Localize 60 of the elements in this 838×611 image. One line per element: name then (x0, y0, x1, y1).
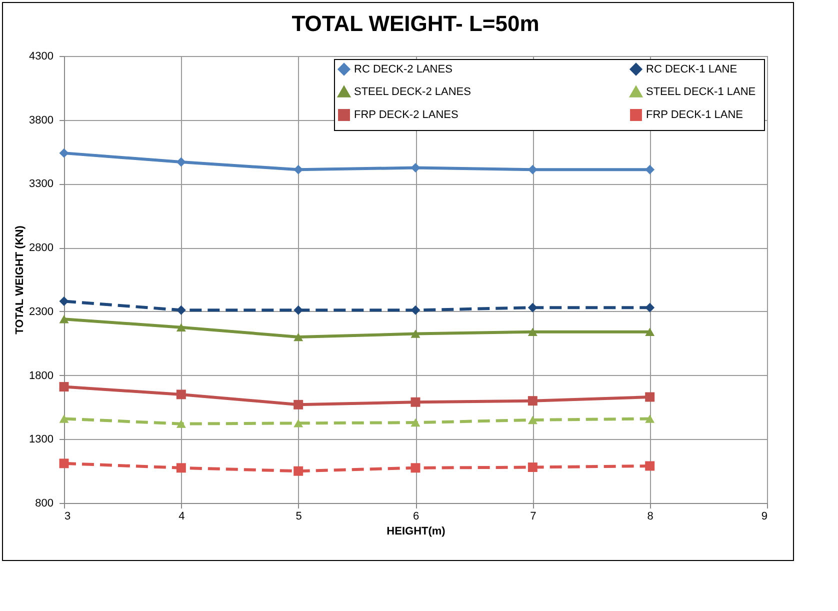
legend-label: STEEL DECK-2 LANES (354, 86, 471, 98)
point (410, 418, 420, 427)
point (176, 390, 186, 400)
point (59, 382, 69, 392)
point (645, 392, 655, 402)
point (294, 400, 304, 410)
point (294, 305, 304, 315)
point (59, 414, 69, 423)
point (645, 414, 655, 423)
point (294, 164, 304, 174)
x-tick-label: 5 (296, 510, 302, 522)
point (294, 419, 304, 428)
point (410, 397, 420, 407)
x-tick-label: 3 (64, 510, 71, 522)
legend-label: FRP DECK-2 LANES (354, 109, 458, 121)
y-tick-label: 1800 (29, 370, 54, 382)
point (645, 461, 655, 471)
legend-label: STEEL DECK-1 LANE (646, 86, 756, 98)
y-tick-label: 1300 (29, 434, 54, 446)
point (59, 314, 69, 324)
point (528, 462, 538, 472)
point (645, 328, 655, 336)
y-tick-label: 3800 (29, 114, 54, 126)
point (294, 466, 304, 476)
chart-title: TOTAL WEIGHT- L=50m (292, 11, 540, 36)
point (410, 163, 420, 172)
point (176, 463, 186, 473)
point (176, 420, 186, 428)
point (59, 458, 69, 468)
point (645, 164, 655, 174)
x-tick-label: 7 (530, 510, 536, 522)
y-tick-label: 4300 (29, 50, 54, 62)
legend-label: FRP DECK-1 LANE (646, 109, 743, 121)
point (645, 302, 655, 312)
y-tick-label: 2300 (29, 306, 54, 318)
point (410, 305, 420, 315)
point (528, 396, 538, 406)
y-tick-label: 800 (35, 498, 54, 510)
point (528, 328, 538, 336)
point (410, 330, 420, 338)
point (528, 164, 538, 174)
point (176, 157, 186, 167)
y-tick-label: 2800 (29, 242, 54, 254)
point (410, 463, 420, 473)
point (176, 305, 186, 315)
legend-label: RC DECK-2 LANES (354, 63, 452, 76)
point (294, 332, 304, 342)
legend-label: RC DECK-1 LANE (646, 63, 738, 76)
x-axis-title: HEIGHT(m) (386, 526, 446, 538)
point (176, 323, 186, 332)
x-tick-label: 4 (178, 510, 185, 522)
y-tick-label: 3300 (29, 178, 54, 190)
point (528, 302, 538, 312)
x-tick-label: 8 (647, 510, 654, 522)
y-axis-title: TOTAL WEIGHT (KN) (14, 225, 26, 334)
point (59, 296, 69, 306)
point (59, 148, 69, 158)
x-tick-label: 9 (761, 510, 768, 522)
x-tick-label: 6 (412, 510, 420, 522)
point (528, 416, 538, 424)
